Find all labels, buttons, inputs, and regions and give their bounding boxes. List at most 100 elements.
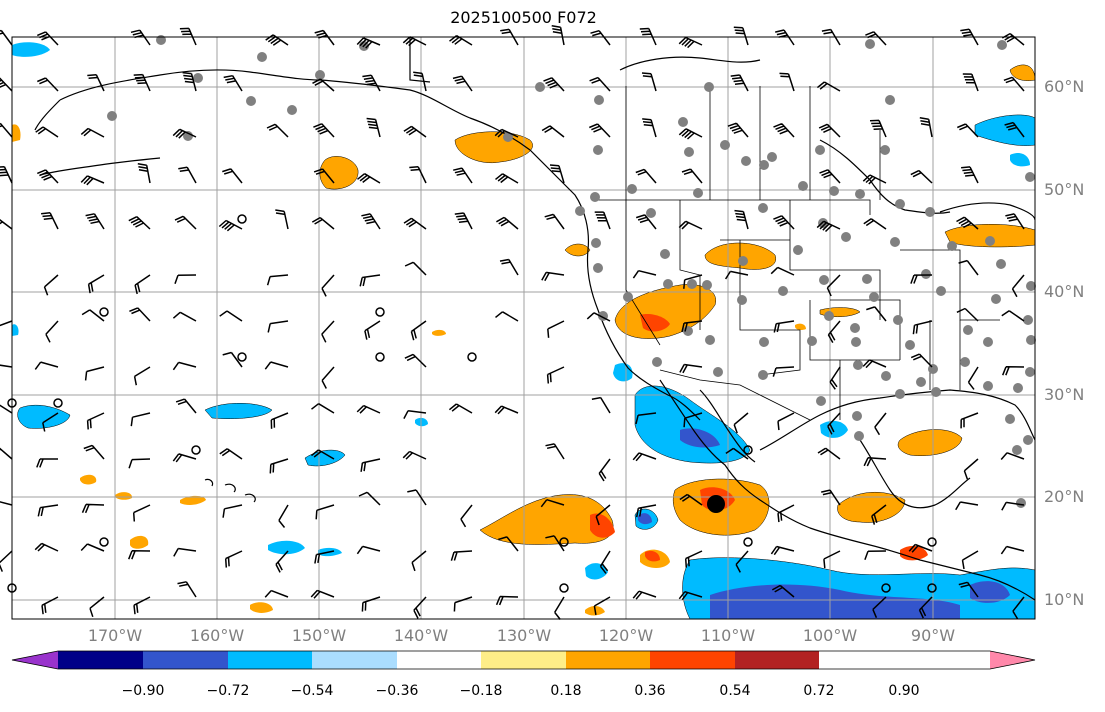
- wind-barb: [0, 404, 13, 414]
- wind-barb: [128, 458, 151, 469]
- wind-barb: [218, 219, 243, 232]
- wind-barb: [321, 274, 335, 297]
- wind-barb: [264, 361, 289, 370]
- map-frame: [11, 36, 1036, 620]
- wind-barb: [80, 543, 105, 552]
- wind-barb: [321, 366, 335, 389]
- wind-barb: [912, 320, 933, 335]
- lon-label-140w: 140°W: [393, 626, 449, 645]
- wind-barb: [133, 366, 151, 386]
- wind-barb: [1000, 452, 1025, 460]
- wind-barb: [84, 366, 105, 381]
- wind-barb: [595, 504, 611, 526]
- lon-label-130w: 130°W: [496, 626, 552, 645]
- wind-barb: [460, 504, 473, 528]
- wind-barb: [874, 412, 887, 436]
- wind-barb: [310, 589, 335, 599]
- wind-barb: [957, 123, 979, 138]
- wind-barbs: [0, 25, 1025, 620]
- lat-label-60n: 60°N: [1044, 77, 1085, 96]
- wind-barb: [89, 596, 105, 618]
- wind-barb: [81, 503, 105, 514]
- wind-barb: [0, 165, 13, 184]
- wind-barb: [869, 119, 887, 138]
- wind-barb: [454, 212, 473, 230]
- wind-barb: [773, 215, 795, 230]
- lon-label-90w: 90°W: [910, 626, 956, 645]
- wind-barb: [128, 216, 151, 230]
- wind-barb: [453, 167, 473, 184]
- wind-barb: [0, 320, 13, 327]
- wind-barb: [223, 74, 243, 92]
- colorbar-segment: [735, 651, 819, 669]
- wind-barb: [545, 535, 565, 552]
- wind-barb: [635, 412, 657, 425]
- wind-barb: [1004, 121, 1025, 138]
- wind-barb: [632, 269, 657, 279]
- wind-barb: [42, 412, 59, 432]
- wind-barb: [827, 412, 841, 435]
- wind-barb: [0, 122, 13, 138]
- colorbar-extend-max: [990, 651, 1035, 669]
- wind-barb: [358, 491, 381, 506]
- wind-barb: [958, 259, 979, 276]
- wind-barb: [770, 545, 795, 556]
- colorbar-segment: [397, 651, 481, 669]
- wind-barb: [321, 320, 335, 343]
- colorbar-tick-label: −0.36: [375, 683, 419, 699]
- wind-barb: [449, 34, 473, 46]
- wind-barb: [683, 274, 703, 289]
- wind-barb: [590, 29, 611, 46]
- wind-barb: [684, 550, 703, 568]
- wind-barb: [364, 320, 381, 340]
- wind-barb: [918, 596, 933, 619]
- wind-barb: [733, 26, 749, 46]
- colorbar-tick-label: −0.18: [459, 683, 503, 699]
- wind-barb: [910, 353, 933, 368]
- wind-barb: [770, 266, 795, 276]
- lat-label-20n: 20°N: [1044, 487, 1085, 506]
- wind-barb: [632, 452, 657, 462]
- wind-barb: [402, 450, 427, 460]
- wind-barb: [41, 596, 59, 615]
- colorbar-segment: [650, 651, 735, 669]
- wind-barb: [494, 405, 519, 415]
- wind-barb: [182, 71, 197, 92]
- wind-barb: [222, 168, 243, 184]
- calm-circles: [7, 214, 937, 593]
- wind-barb: [641, 72, 657, 92]
- wind-barb: [773, 320, 795, 333]
- lat-label-50n: 50°N: [1044, 180, 1085, 199]
- wind-barb: [910, 274, 933, 284]
- wind-barb: [541, 125, 565, 138]
- wind-barb: [962, 73, 979, 92]
- wind-barb: [172, 453, 197, 463]
- colorbar-tick-label: −0.72: [206, 683, 250, 699]
- wind-barb: [413, 71, 427, 92]
- wind-barb: [357, 173, 381, 184]
- wind-barb: [866, 306, 887, 322]
- wind-barb: [678, 590, 703, 601]
- wind-barb: [177, 581, 197, 598]
- colorbar-tick-label: 0.72: [803, 683, 835, 699]
- wind-barb: [311, 403, 335, 414]
- wind-barb: [546, 366, 565, 384]
- wind-barb: [278, 504, 289, 528]
- station-dots: [107, 35, 1036, 508]
- wind-barb: [0, 364, 13, 368]
- wind-barb: [219, 448, 243, 460]
- wind-barb: [411, 550, 427, 572]
- wind-barb: [264, 589, 289, 598]
- wind-barb: [37, 169, 59, 184]
- wind-barb: [87, 274, 105, 294]
- wind-barb: [448, 403, 473, 414]
- wind-barb: [967, 366, 979, 390]
- wind-barb: [172, 361, 197, 371]
- wind-barb: [635, 504, 657, 518]
- wind-barb: [403, 125, 427, 138]
- wind-barb: [0, 501, 13, 506]
- wind-barb: [829, 366, 841, 390]
- wind-barb: [80, 127, 105, 138]
- wind-barb: [681, 168, 703, 184]
- wind-barb: [356, 404, 381, 414]
